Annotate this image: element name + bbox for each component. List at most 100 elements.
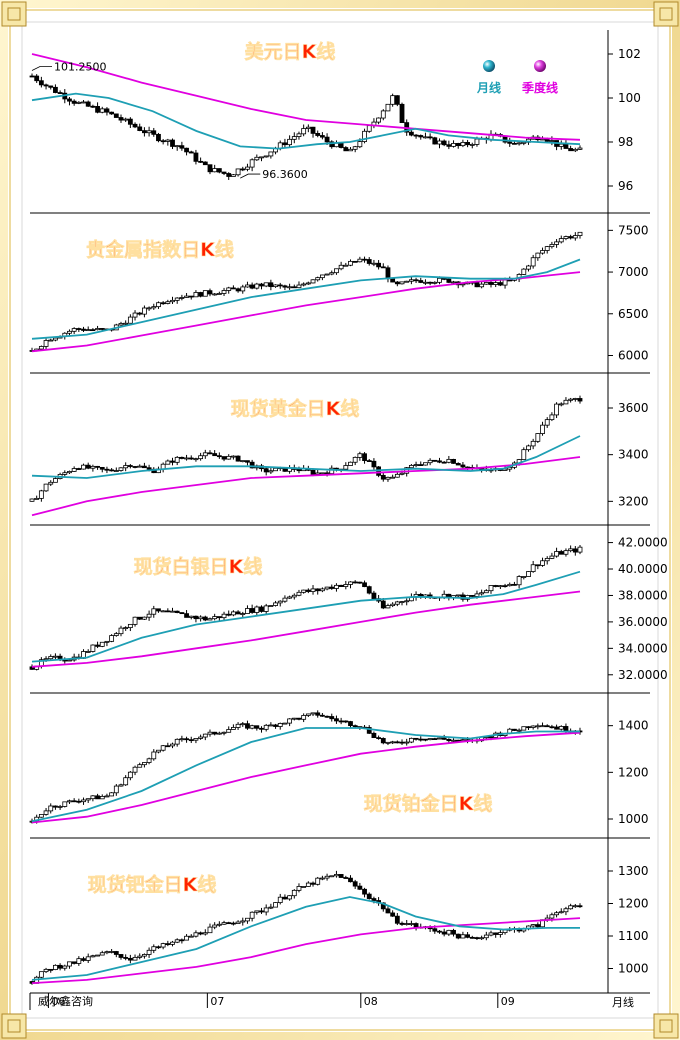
- candle-body: [85, 464, 91, 469]
- candle-body: [437, 737, 442, 740]
- candle-body: [441, 737, 447, 740]
- candle-body: [132, 312, 138, 318]
- candle-body: [118, 627, 124, 635]
- legend-quarter-marker: [534, 60, 546, 72]
- candle-body: [231, 611, 236, 616]
- candle-body: [146, 130, 152, 134]
- period-label: 月线: [612, 995, 634, 1009]
- candle-body: [521, 268, 527, 275]
- candle-body: [207, 452, 213, 455]
- y-tick-label: 1100: [618, 929, 649, 943]
- candle-body: [118, 954, 124, 958]
- candle-body: [95, 106, 100, 113]
- candle-body: [221, 731, 227, 734]
- candle-body: [282, 285, 288, 288]
- candle-body: [507, 583, 513, 587]
- candle-body: [249, 284, 255, 289]
- candle-body: [446, 738, 452, 742]
- candle-body: [81, 464, 86, 470]
- candle-body: [184, 457, 189, 460]
- candle-body: [249, 159, 255, 168]
- candle-body: [287, 138, 293, 146]
- candle-body: [76, 328, 82, 330]
- candle-body: [240, 613, 246, 615]
- candle-body: [385, 103, 391, 112]
- candle-body: [371, 460, 377, 468]
- candle-body: [404, 741, 410, 744]
- candle-body: [572, 398, 578, 400]
- chart-title: 现货铂金日K线: [364, 792, 493, 815]
- x-tick-label: 07: [210, 995, 224, 1008]
- candle-body: [474, 138, 480, 145]
- candle-body: [315, 472, 321, 475]
- candle-body: [268, 151, 274, 157]
- candle-body: [488, 736, 494, 739]
- candle-body: [48, 656, 54, 660]
- candle-body: [329, 586, 335, 589]
- candle-body: [245, 460, 250, 463]
- candle-body: [357, 141, 363, 148]
- candle-body: [263, 605, 269, 612]
- chart-panel-2: 7500 7000 6500 6000 贵金属指数日K线: [29, 223, 649, 362]
- y-tick-label: 36.0000: [618, 615, 668, 629]
- candle-body: [404, 923, 410, 925]
- candle-body: [76, 800, 82, 803]
- candle-body: [57, 806, 63, 808]
- candle-body: [198, 736, 204, 739]
- candle-body: [423, 738, 428, 741]
- candle-body: [366, 893, 372, 899]
- candle-body: [67, 659, 72, 662]
- candle-body: [521, 449, 527, 460]
- y-tick-label: 1200: [618, 765, 649, 779]
- candle-body: [291, 136, 297, 140]
- candle-body: [142, 465, 147, 469]
- candle-body: [254, 606, 260, 613]
- candle-body: [357, 453, 363, 458]
- ma-month-line: [31, 727, 580, 823]
- candle-body: [334, 584, 339, 589]
- candle-body: [404, 600, 410, 603]
- candle-body: [315, 132, 321, 136]
- candle-body: [174, 145, 180, 148]
- candle-body: [231, 455, 236, 458]
- y-tick-label: 102: [618, 47, 641, 61]
- candle-body: [57, 92, 63, 94]
- candle-body: [301, 283, 307, 286]
- candle-body: [310, 882, 316, 885]
- candle-body: [577, 546, 583, 553]
- candle-body: [483, 282, 489, 285]
- candle-body: [268, 282, 274, 288]
- candle-body: [437, 140, 442, 145]
- candle-body: [99, 328, 105, 330]
- candle-body: [127, 316, 133, 324]
- ma-month-line: [31, 92, 581, 150]
- candle-body: [385, 267, 391, 280]
- candle-body: [474, 281, 480, 288]
- candle-body: [165, 301, 171, 304]
- candle-body: [85, 956, 91, 961]
- candle-body: [38, 346, 44, 350]
- candle-body: [198, 292, 204, 297]
- candle-body: [62, 801, 68, 807]
- candle-body: [526, 571, 531, 577]
- candle-body: [305, 589, 311, 592]
- candle-body: [521, 576, 527, 578]
- candle-body: [413, 134, 419, 137]
- candle-body: [137, 465, 143, 468]
- candle-body: [568, 905, 574, 910]
- candle-body: [530, 440, 536, 447]
- candle-body: [469, 595, 475, 597]
- y-tick-label: 1000: [618, 962, 649, 976]
- candle-body: [277, 723, 283, 727]
- candle-body: [310, 469, 316, 475]
- ma-quarter-line: [31, 917, 581, 984]
- candle-body: [254, 725, 260, 729]
- candle-body: [343, 465, 349, 470]
- candle-body: [132, 466, 138, 468]
- candle-body: [113, 785, 119, 794]
- candle-body: [315, 588, 321, 592]
- candle-body: [483, 934, 489, 939]
- candle-body: [179, 145, 185, 149]
- candle-body: [493, 585, 499, 587]
- chart-panel-4: 42.0000 40.0000 38.0000 36.0000 34.0000 32.00…: [29, 536, 668, 682]
